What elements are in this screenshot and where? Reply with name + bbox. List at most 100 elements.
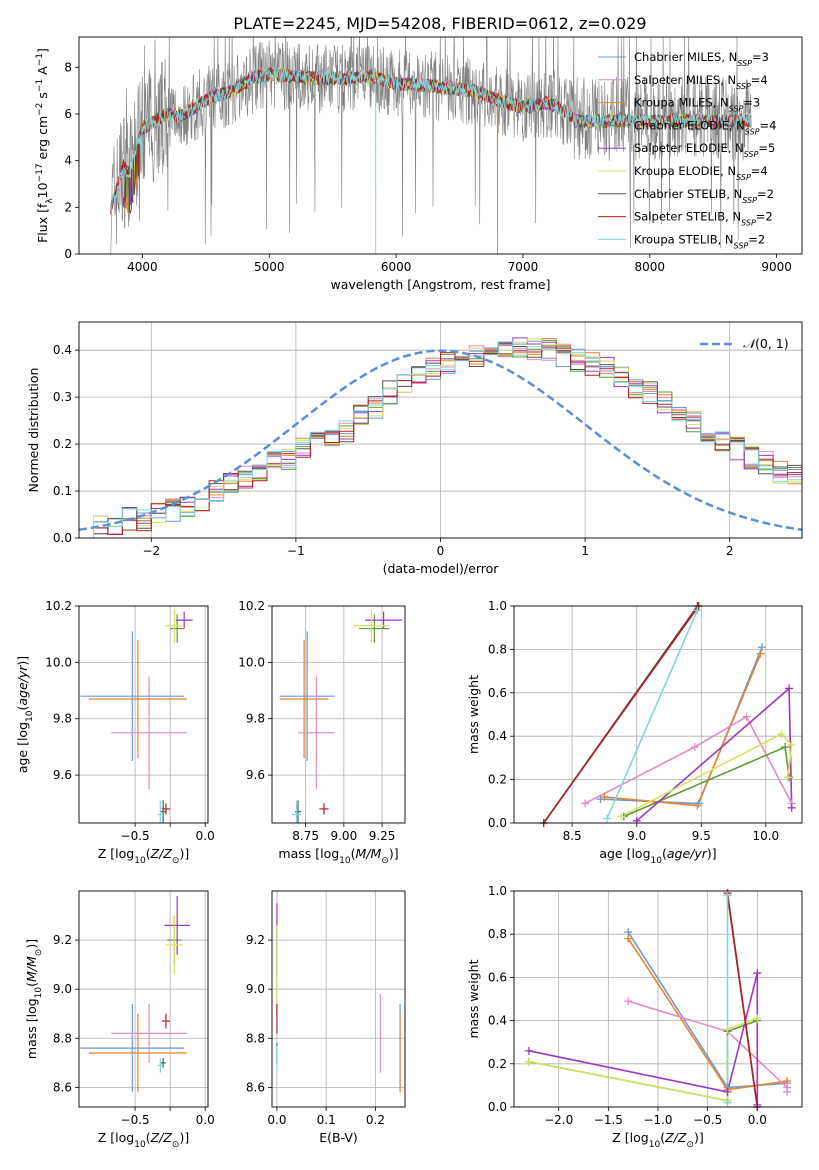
y-axis-label-part: mass [log bbox=[24, 998, 39, 1059]
legend-text: =4 bbox=[751, 73, 768, 87]
y-tick-label: 0.2 bbox=[488, 773, 507, 787]
y-tick-label: 0.0 bbox=[488, 816, 507, 830]
plot-area bbox=[276, 903, 401, 1093]
y-tick-label: 0.4 bbox=[488, 1014, 507, 1028]
plot-area bbox=[79, 337, 802, 538]
x-axis-label-part: ( bbox=[662, 846, 667, 861]
y-tick-label: 0.4 bbox=[488, 729, 507, 743]
x-axis-label: (data-model)/error bbox=[383, 561, 500, 576]
y-tick-label: 8 bbox=[64, 60, 72, 74]
legend-sub: SSP bbox=[736, 81, 751, 90]
y-tick-label: 10.2 bbox=[45, 599, 72, 613]
x-tick-label: 9.5 bbox=[692, 829, 711, 843]
legend-text: Salpeter ELODIE, N bbox=[634, 141, 744, 155]
weight-marker bbox=[723, 891, 732, 900]
x-axis-label: Z [log10(Z/Z⊙)] bbox=[612, 1130, 703, 1150]
legend-label: Kroupa MILES, NSSP=3 bbox=[634, 96, 760, 114]
legend-text: Kroupa STELIB, N bbox=[634, 232, 734, 246]
legend-label: Salpeter STELIB, NSSP=2 bbox=[634, 210, 773, 228]
weight-marker bbox=[753, 1014, 762, 1023]
y-axis-label: Flux [fλ10−17 erg cm−2 s−1 A−1] bbox=[35, 48, 55, 243]
y-tick-label: 9.6 bbox=[246, 768, 265, 782]
weight-line-salpeter-stelib bbox=[726, 893, 759, 1107]
x-axis-label-part: Z [log bbox=[612, 1130, 648, 1145]
x-tick-label: 8.75 bbox=[292, 829, 319, 843]
legend-sub: SSP bbox=[737, 59, 752, 68]
legend-text: =2 bbox=[748, 232, 765, 246]
axes-frame bbox=[78, 36, 803, 255]
y-axis-label-part: 10 bbox=[25, 710, 35, 722]
plot-area bbox=[110, 37, 752, 254]
legend-text: =3 bbox=[743, 96, 760, 110]
legend-label: 𝒩(0, 1) bbox=[743, 336, 789, 351]
y-tick-label: 2 bbox=[64, 200, 72, 214]
weight-marker bbox=[693, 801, 702, 810]
legend-sub: SSP bbox=[745, 127, 760, 136]
weight-marker bbox=[723, 1087, 732, 1096]
y-tick-label: 9.2 bbox=[53, 933, 72, 947]
weight-marker bbox=[723, 1098, 732, 1107]
y-axis-label-part: ( bbox=[24, 982, 39, 987]
axes-frame bbox=[513, 605, 803, 824]
y-tick-label: 9.2 bbox=[246, 933, 265, 947]
x-tick-label: 4000 bbox=[127, 260, 158, 274]
y-axis-label-part: Normed distribution bbox=[26, 368, 41, 493]
x-axis-label: E(B-V) bbox=[319, 1130, 358, 1145]
weight-marker bbox=[624, 997, 633, 1006]
axes-frame bbox=[78, 890, 209, 1108]
x-tick-label: 0.0 bbox=[196, 1113, 215, 1127]
x-axis-label-part: (data-model)/error bbox=[383, 561, 500, 576]
y-tick-label: 9.0 bbox=[53, 982, 72, 996]
y-tick-label: 0.6 bbox=[488, 970, 507, 984]
weight-marker bbox=[723, 1025, 732, 1034]
x-tick-label: 8.5 bbox=[563, 829, 582, 843]
panel-spectrum: 4000 5000 6000 7000 8000 9000 0 2 4 6 8 wavelength … bbox=[35, 36, 803, 292]
plot-area bbox=[80, 608, 193, 823]
weight-marker bbox=[777, 730, 786, 739]
legend-label: Salpeter MILES, NSSP=4 bbox=[634, 73, 768, 91]
x-tick-label: 8000 bbox=[635, 260, 666, 274]
histogram-kroupa-stelib bbox=[79, 341, 802, 538]
y-axis-label-part: )] bbox=[24, 939, 39, 949]
y-tick-label: 4 bbox=[64, 154, 72, 168]
weight-marker bbox=[693, 606, 702, 615]
y-axis-label-part: age [log bbox=[15, 722, 30, 773]
weight-line-chabrier-miles bbox=[600, 646, 763, 805]
weight-marker bbox=[602, 814, 611, 823]
y-tick-label: 1.0 bbox=[488, 599, 507, 613]
weight-marker bbox=[632, 816, 641, 825]
x-axis-label-part: mass [log bbox=[278, 846, 339, 861]
y-tick-label: 0.2 bbox=[488, 1057, 507, 1071]
y-tick-label: 10.2 bbox=[238, 599, 265, 613]
legend-label: Chabrier ELODIE, NSSP=4 bbox=[634, 118, 776, 136]
y-axis-label-part: 10 bbox=[35, 182, 50, 198]
weight-marker bbox=[742, 712, 751, 721]
x-axis-label-part: ⊙ bbox=[381, 856, 389, 866]
panel-Z_vs_mass: −0.5 0.08.68.89.09.2Z [log10(Z/Z⊙)]mass [… bbox=[24, 890, 215, 1150]
legend-label: Kroupa STELIB, NSSP=2 bbox=[634, 232, 765, 250]
x-tick-label: 0.0 bbox=[196, 829, 215, 843]
legend-label: Kroupa ELODIE, NSSP=4 bbox=[634, 164, 768, 182]
y-tick-label: 8.6 bbox=[53, 1080, 72, 1094]
x-axis-label-part: )] bbox=[389, 846, 399, 861]
weight-marker bbox=[524, 1046, 533, 1055]
legend-text: =3 bbox=[752, 50, 769, 64]
y-axis-label-part: M/M bbox=[24, 956, 39, 982]
y-axis-label-part: −17 bbox=[35, 163, 45, 182]
weight-line-salpeter-elodie bbox=[528, 972, 759, 1105]
panel-ebv_vs_mass: 0.0 0.1 0.2 8.6 8.8 9.0 9.2 E(B-V) bbox=[246, 890, 406, 1145]
model-line-salpeter-stelib bbox=[110, 67, 752, 215]
legend-text: =5 bbox=[758, 141, 775, 155]
y-tick-label: 0.2 bbox=[53, 437, 72, 451]
y-tick-label: 9.6 bbox=[53, 768, 72, 782]
legend-label: Salpeter ELODIE, NSSP=5 bbox=[634, 141, 775, 159]
model-line-kroupa-stelib bbox=[110, 67, 752, 254]
x-axis-label: mass [log10(M/M⊙)] bbox=[278, 846, 398, 866]
x-axis-label-part: 10 bbox=[651, 856, 663, 866]
x-axis-label-part: Z/Z bbox=[150, 1130, 173, 1145]
x-tick-label: −2 bbox=[142, 544, 160, 558]
panel-age_vs_weight: 8.5 9.0 9.5 10.0 0.0 0.2 0.4 0.6 0.8 1.0 age [log1… bbox=[466, 599, 803, 866]
x-axis-label-part: Z/Z bbox=[150, 846, 173, 861]
x-tick-label: −1 bbox=[287, 544, 305, 558]
